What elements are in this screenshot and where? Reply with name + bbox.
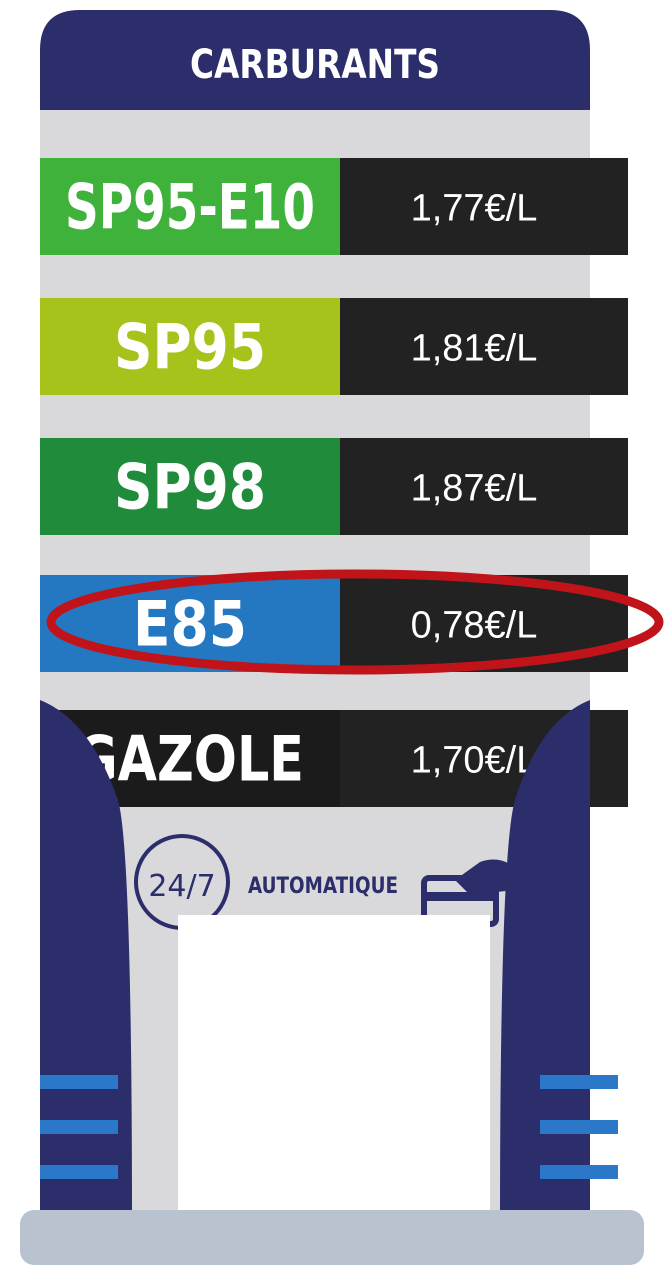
- window: [178, 915, 490, 1225]
- fuel-price: 1,70€/L: [411, 740, 538, 782]
- hours-label: 24/7: [148, 869, 215, 904]
- fuel-price: 1,81€/L: [411, 328, 538, 370]
- fuel-price: 1,77€/L: [411, 188, 538, 230]
- mode-label: AUTOMATIQUE: [248, 874, 398, 899]
- fuel-name: SP95-E10: [65, 171, 315, 244]
- fuel-price: 1,87€/L: [411, 468, 538, 510]
- fuel-price: 0,78€/L: [411, 605, 538, 647]
- fuel-name: SP98: [114, 451, 266, 524]
- base: [20, 1210, 644, 1265]
- fuel-name: SP95: [114, 311, 266, 384]
- header-title: CARBURANTS: [190, 42, 440, 88]
- fuel-sign: CARBURANTS SP95-E10 1,77€/L SP95 1,81€/L SP9…: [0, 0, 664, 1269]
- fuel-name: E85: [133, 588, 247, 661]
